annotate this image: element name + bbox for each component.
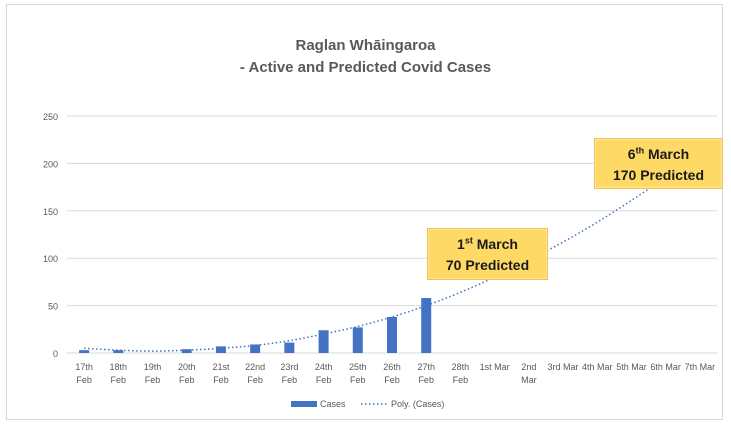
x-tick-label: 18th bbox=[110, 362, 128, 372]
callout-6th-march: 6th March 170 Predicted bbox=[594, 138, 723, 189]
bar-cases bbox=[387, 316, 397, 353]
chart-title: Raglan Whāingaroa bbox=[295, 37, 436, 54]
callout-2-value: 170 Predicted bbox=[612, 167, 705, 183]
bar-cases bbox=[215, 346, 226, 353]
x-tick-label: Feb bbox=[111, 375, 127, 385]
bar-cases bbox=[250, 344, 261, 353]
callout-1-value: 70 Predicted bbox=[445, 257, 530, 273]
x-tick-label: 17th bbox=[75, 362, 93, 372]
legend-label-trend: Poly. (Cases) bbox=[391, 399, 444, 409]
x-tick-label: Feb bbox=[76, 375, 92, 385]
y-tick-label: 250 bbox=[43, 112, 58, 122]
chart-subtitle: - Active and Predicted Covid Cases bbox=[239, 59, 492, 76]
x-tick-label: Feb bbox=[418, 375, 434, 385]
callout-2-date: 6th March bbox=[627, 145, 690, 162]
x-tick-label: 20th bbox=[178, 362, 196, 372]
x-tick-label: Feb bbox=[213, 375, 229, 385]
bar-cases bbox=[113, 350, 124, 353]
x-tick-label: Feb bbox=[350, 375, 366, 385]
x-tick-label: Feb bbox=[145, 375, 161, 385]
x-tick-label: 27th bbox=[417, 362, 435, 372]
x-tick-label: 2nd bbox=[521, 362, 536, 372]
bar-cases bbox=[79, 350, 90, 353]
x-tick-label: 21st bbox=[212, 362, 230, 372]
x-tick-label: 24th bbox=[315, 362, 333, 372]
x-tick-label: Feb bbox=[384, 375, 400, 385]
x-tick-label: Feb bbox=[247, 375, 263, 385]
y-tick-label: 150 bbox=[43, 207, 58, 217]
x-tick-label: 19th bbox=[144, 362, 162, 372]
x-tick-label: Feb bbox=[453, 375, 469, 385]
callout-1-date: 1st March bbox=[457, 235, 518, 252]
bar-cases bbox=[284, 342, 295, 353]
x-tick-label: 25th bbox=[349, 362, 367, 372]
x-tick-label: 7th Mar bbox=[685, 362, 716, 372]
y-tick-label: 0 bbox=[53, 349, 58, 359]
x-tick-label: Feb bbox=[316, 375, 332, 385]
x-tick-label: Feb bbox=[282, 375, 298, 385]
x-tick-label: 28th bbox=[452, 362, 470, 372]
x-tick-label: Mar bbox=[521, 375, 537, 385]
x-tick-label: 4th Mar bbox=[582, 362, 613, 372]
x-tick-label: 5th Mar bbox=[616, 362, 647, 372]
x-tick-label: 3rd Mar bbox=[548, 362, 579, 372]
x-tick-label: Feb bbox=[179, 375, 195, 385]
bar-cases bbox=[421, 298, 432, 353]
legend-swatch-cases bbox=[291, 401, 317, 407]
bar-cases bbox=[352, 327, 363, 353]
legend-label-cases: Cases bbox=[320, 399, 346, 409]
callout-1st-march: 1st March 70 Predicted bbox=[427, 228, 548, 280]
x-tick-label: 26th bbox=[383, 362, 401, 372]
bar-cases bbox=[318, 330, 329, 353]
y-tick-label: 200 bbox=[43, 159, 58, 169]
trendline-series bbox=[84, 176, 667, 352]
x-tick-label: 22nd bbox=[245, 362, 265, 372]
y-tick-label: 100 bbox=[43, 254, 58, 264]
x-tick-label: 6th Mar bbox=[650, 362, 681, 372]
bar-cases bbox=[181, 349, 192, 353]
x-tick-label: 23rd bbox=[280, 362, 298, 372]
y-tick-label: 50 bbox=[48, 302, 58, 312]
x-tick-label: 1st Mar bbox=[480, 362, 510, 372]
